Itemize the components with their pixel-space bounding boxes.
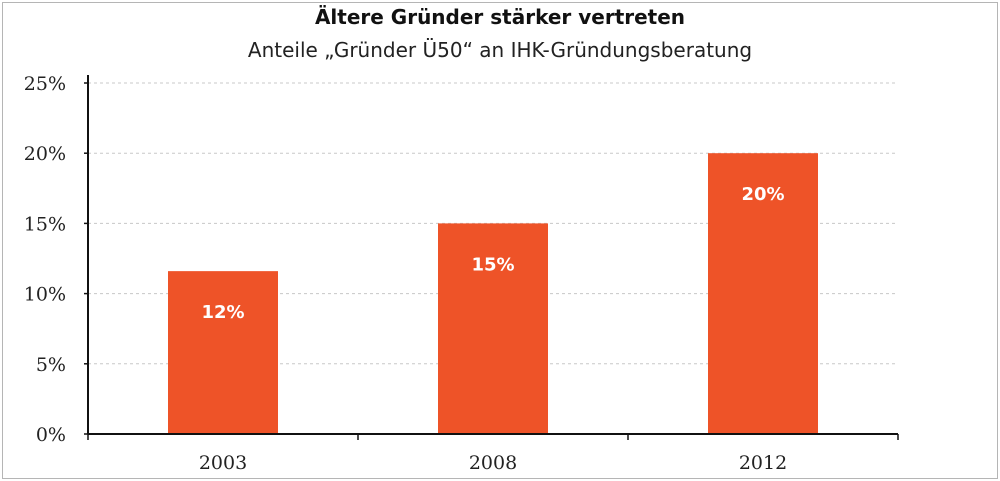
y-tick-label: 15% — [24, 213, 66, 235]
y-tick-label: 5% — [36, 354, 66, 376]
x-tick-label: 2012 — [739, 452, 787, 474]
chart-subtitle: Anteile „Gründer Ü50“ an IHK-Gründungsbe… — [247, 38, 753, 62]
bar — [708, 153, 818, 434]
y-tick-label: 10% — [24, 284, 66, 306]
bar — [438, 223, 548, 434]
data-label: 20% — [741, 184, 784, 205]
x-tick-label: 2008 — [469, 452, 517, 474]
x-tick-label: 2003 — [199, 452, 247, 474]
bar — [168, 271, 278, 434]
chart-title: Ältere Gründer stärker vertreten — [314, 5, 686, 29]
y-tick-label: 20% — [24, 143, 66, 165]
y-tick-label: 0% — [36, 424, 66, 446]
data-label: 15% — [471, 254, 514, 275]
y-tick-label: 25% — [24, 73, 66, 95]
data-label: 12% — [201, 302, 244, 323]
